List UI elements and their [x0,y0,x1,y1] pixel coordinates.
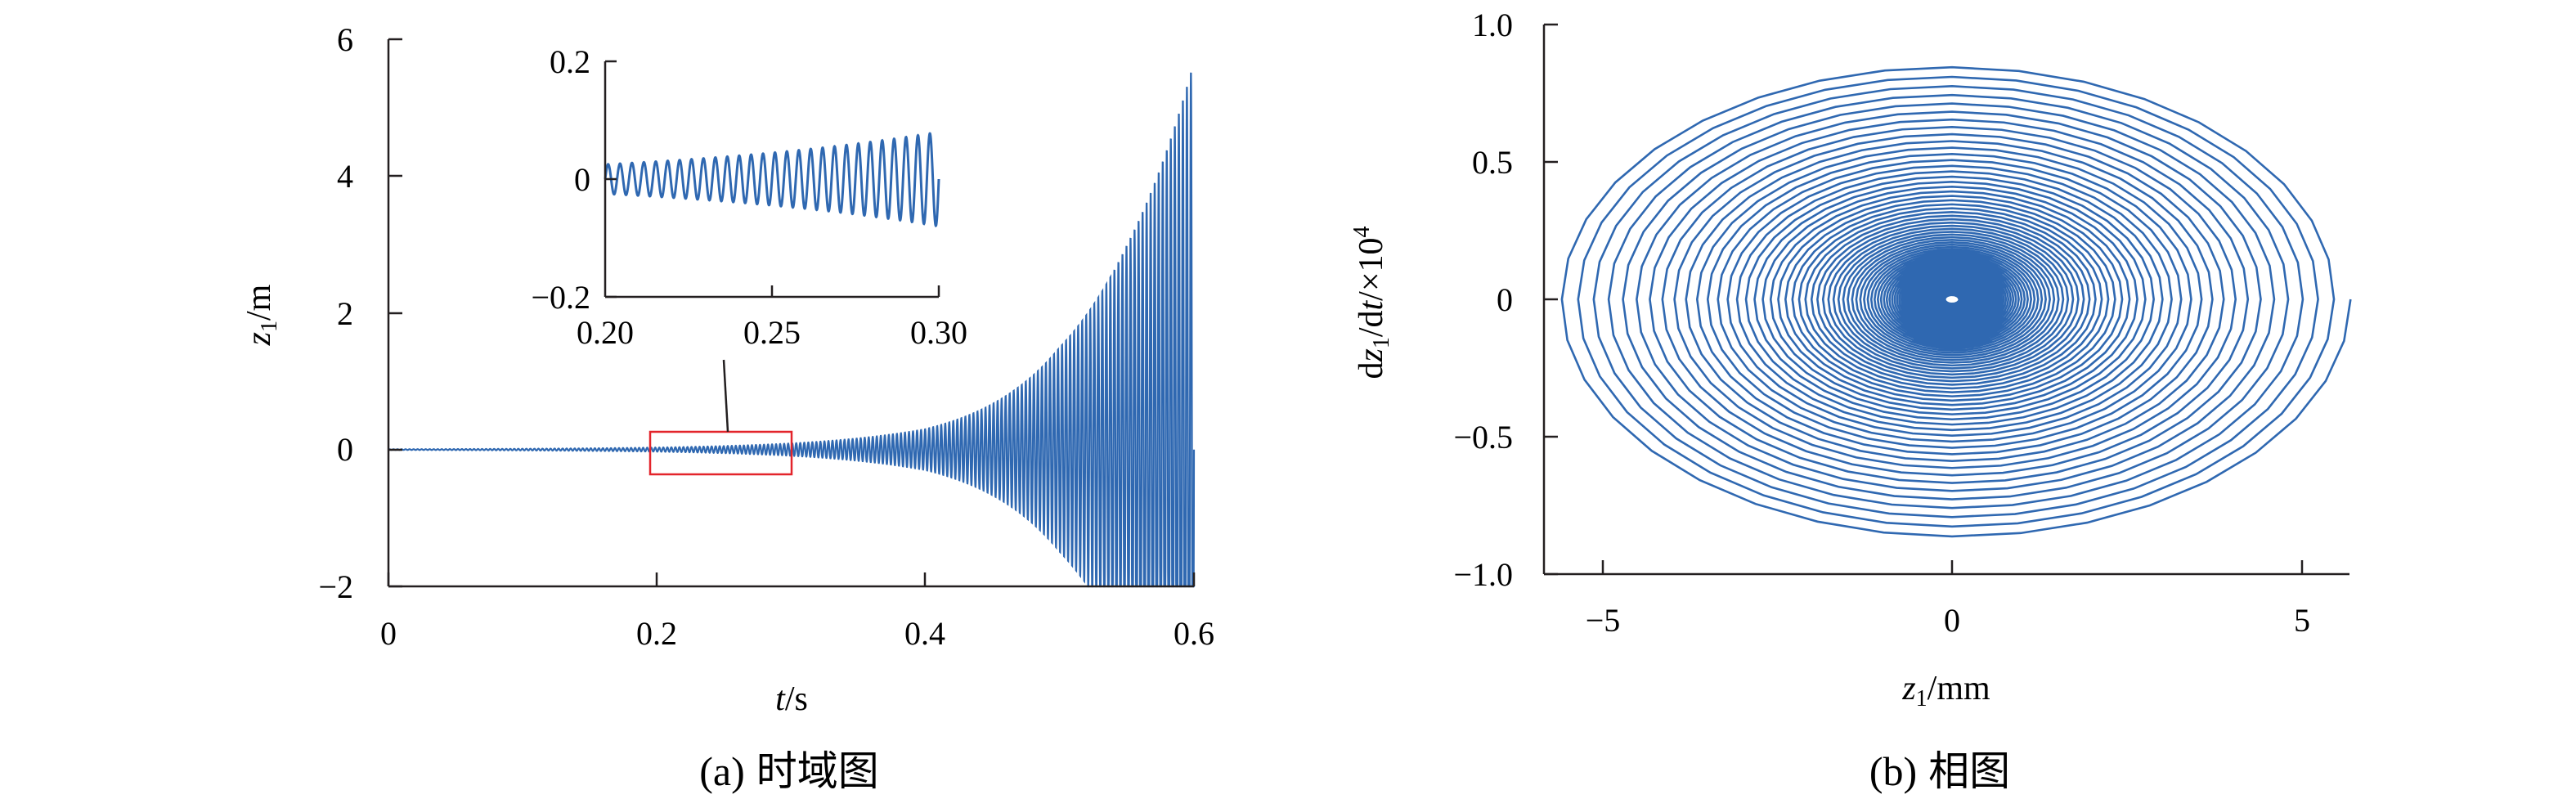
inset-xtick-0.30: 0.30 [910,314,967,351]
panel-b: 1.0 0.5 0 −0.5 −1.0 −5 0 5 z1/mm dz1/dt/… [1349,7,2352,795]
panel-a-x-label: t/s [775,680,808,718]
panel-a-ytick-6: 6 [337,21,353,58]
panel-b-ytick-neg1.0: −1.0 [1453,556,1513,593]
panel-a: 6 4 2 0 −2 0 0.2 0.4 0.6 t/s z1/m [240,21,1214,795]
phase-spiral-curve [1560,65,2352,538]
inset-plot: 0.2 0 −0.2 0.20 0.25 0.30 [531,43,967,351]
zoom-leader-line [722,359,729,433]
panel-a-y-tick-labels: 6 4 2 0 −2 [318,21,353,605]
panel-a-y-label: z1/m [240,284,282,346]
panel-a-x-ticks [387,572,1196,586]
panel-b-y-ticks [1544,23,1558,576]
zoom-highlight-box [648,430,793,476]
panel-b-ytick-0.5: 0.5 [1472,144,1513,181]
panel-b-ytick-0: 0 [1497,281,1513,318]
inset-ytick-neg0.2: −0.2 [531,279,590,316]
panel-b-xtick-0: 0 [1944,602,1960,639]
panel-b-ytick-neg0.5: −0.5 [1453,419,1513,456]
panel-a-ytick-0: 0 [337,431,353,468]
panel-b-xtick-neg5: −5 [1586,602,1621,639]
inset-curve [604,132,940,228]
inset-ytick-0: 0 [574,161,590,198]
panel-a-xtick-0.4: 0.4 [904,615,945,652]
panel-a-caption: (a) 时域图 [699,747,879,795]
panel-a-x-tick-labels: 0 0.2 0.4 0.6 [380,615,1214,652]
panel-a-ytick-4: 4 [337,158,353,195]
panel-b-xtick-5: 5 [2294,602,2310,639]
inset-xtick-0.25: 0.25 [743,314,801,351]
panel-b-x-tick-labels: −5 0 5 [1586,602,2310,639]
panel-b-ytick-1.0: 1.0 [1472,7,1513,43]
panel-a-y-ticks [388,38,402,588]
panel-a-ytick-2: 2 [337,295,353,332]
panel-b-y-tick-labels: 1.0 0.5 0 −0.5 −1.0 [1453,7,1513,593]
panel-b-x-ticks [1601,560,2304,574]
panel-a-xtick-0.6: 0.6 [1174,615,1214,652]
panel-b-caption: (b) 相图 [1869,747,2010,795]
panel-b-x-label: z1/mm [1901,670,1990,711]
panel-a-xtick-0: 0 [380,615,397,652]
panel-a-ytick-neg2: −2 [318,568,353,605]
panel-b-y-label: dz1/dt/×104 [1349,226,1394,379]
inset-xtick-0.20: 0.20 [577,314,634,351]
inset-ytick-0.2: 0.2 [550,43,590,80]
panel-a-xtick-0.2: 0.2 [636,615,677,652]
